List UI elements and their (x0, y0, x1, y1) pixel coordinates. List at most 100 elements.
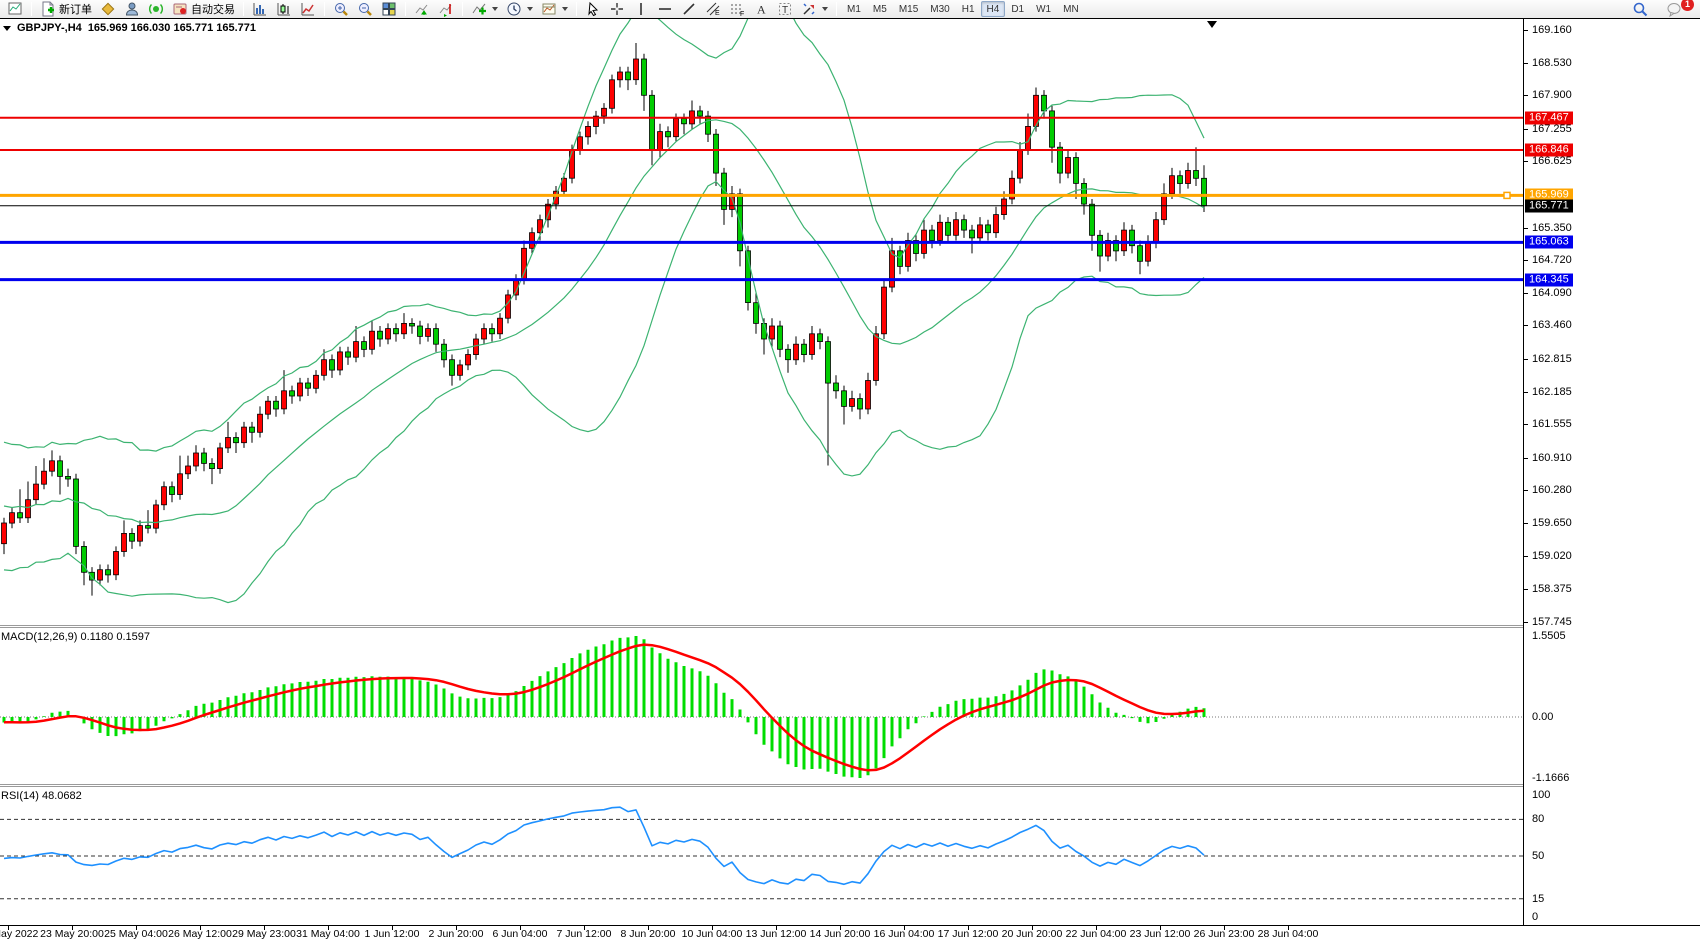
text-label-button[interactable]: T (773, 1, 797, 17)
chart-window: GBPJPY-,H4 165.969 166.030 165.771 165.7… (0, 18, 1700, 939)
new-order-button[interactable]: 新订单 (36, 1, 96, 17)
crosshair-icon (609, 1, 625, 17)
trendline-button[interactable] (677, 1, 701, 17)
timeframe-m30-button[interactable]: M30 (924, 1, 955, 17)
horizontal-line-button[interactable] (653, 1, 677, 17)
equidistant-channel-button[interactable]: E (701, 1, 725, 17)
time-axis[interactable]: 20 May 202223 May 20:0025 May 04:0026 Ma… (0, 925, 1700, 940)
time-label: 16 Jun 04:00 (874, 928, 935, 940)
candle-chart-icon (276, 1, 292, 17)
svg-text:F: F (740, 11, 744, 17)
price-tick (1524, 161, 1528, 162)
price-tick-label: 168.530 (1532, 57, 1572, 69)
price-axis[interactable]: 169.160168.530167.900167.255166.625165.3… (1523, 19, 1700, 925)
price-tick-label: 163.460 (1532, 319, 1572, 331)
price-chart[interactable] (0, 19, 1523, 625)
line-chart-button[interactable] (296, 1, 320, 17)
price-tick-label: 159.650 (1532, 517, 1572, 529)
auto-scroll-button[interactable] (410, 1, 434, 17)
price-badge-167.467: 167.467 (1525, 112, 1573, 125)
cursor-icon (585, 1, 601, 17)
fibonacci-button[interactable]: F (725, 1, 749, 17)
timeframe-d1-button[interactable]: D1 (1005, 1, 1030, 17)
price-tick-label: 158.375 (1532, 583, 1572, 595)
price-tick (1524, 622, 1528, 623)
bollinger-middle-band[interactable] (4, 120, 1204, 523)
window-group (2, 0, 28, 18)
chart-shift-button[interactable] (434, 1, 458, 17)
chart-title: GBPJPY-,H4 165.969 166.030 165.771 165.7… (3, 22, 256, 34)
cursor-button[interactable] (581, 1, 605, 17)
objects-group: E F AT (580, 0, 833, 18)
time-label: 23 May 20:00 (40, 928, 104, 940)
bar-chart-button[interactable] (248, 1, 272, 17)
timeframe-h1-button[interactable]: H1 (956, 1, 981, 17)
svg-text:A: A (757, 3, 766, 17)
rsi-pane[interactable] (0, 787, 1523, 925)
main-price-pane[interactable] (0, 19, 1523, 625)
timeframe-m5-button[interactable]: M5 (867, 1, 893, 17)
candle-chart-button[interactable] (272, 1, 296, 17)
signal-button[interactable] (144, 1, 168, 17)
dropdown-caret-icon (492, 7, 498, 11)
chart-window-button[interactable] (3, 1, 27, 17)
toolbar-separator (324, 2, 325, 16)
time-label: 26 Jun 23:00 (1194, 928, 1255, 940)
price-tick (1524, 260, 1528, 261)
arrows-button[interactable] (797, 1, 832, 17)
eraser-button[interactable] (96, 1, 120, 17)
channel-icon: E (705, 1, 721, 17)
time-label: 26 May 12:00 (168, 928, 232, 940)
macd-chart[interactable] (0, 628, 1523, 784)
chart-menu-marker-icon[interactable] (3, 26, 11, 31)
timeframe-h4-button[interactable]: H4 (981, 1, 1006, 17)
autotrade-button[interactable]: 自动交易 (168, 1, 239, 17)
zoom-out-button[interactable] (353, 1, 377, 17)
text-button[interactable]: A (749, 1, 773, 17)
macd-pane[interactable] (0, 628, 1523, 784)
macd-indicator-label: MACD(12,26,9) 0.1180 0.1597 (1, 631, 150, 643)
time-label: 2 Jun 20:00 (429, 928, 484, 940)
rsi-line (4, 807, 1204, 884)
timeframe-mn-button[interactable]: MN (1057, 1, 1085, 17)
price-tick-label: 164.720 (1532, 254, 1572, 266)
periods-button[interactable] (502, 1, 537, 17)
tile-windows-button[interactable] (377, 1, 401, 17)
notifications-button[interactable]: 1 (1660, 1, 1688, 17)
price-line-handle[interactable] (1504, 192, 1510, 198)
time-label: 25 May 04:00 (104, 928, 168, 940)
time-label: 28 Jun 04:00 (1258, 928, 1319, 940)
timeframe-m15-button[interactable]: M15 (893, 1, 924, 17)
price-badge-165.063: 165.063 (1525, 236, 1573, 249)
timeframe-group: M1M5M15M30H1H4D1W1MN (840, 0, 1086, 18)
timeframe-w1-button[interactable]: W1 (1030, 1, 1057, 17)
templates-button[interactable] (537, 1, 572, 17)
price-tick-label: 157.745 (1532, 616, 1572, 628)
profile-button[interactable] (120, 1, 144, 17)
insert-group (466, 0, 573, 18)
price-tick-label: 167.900 (1532, 89, 1572, 101)
price-tick (1524, 228, 1528, 229)
candlesticks[interactable] (2, 59, 1207, 580)
scroll-group (409, 0, 459, 18)
chart-shift-icon (438, 1, 454, 17)
bar-chart-icon (252, 1, 268, 17)
search-button[interactable] (1628, 1, 1652, 17)
time-label: 8 Jun 20:00 (621, 928, 676, 940)
crosshair-button[interactable] (605, 1, 629, 17)
trade-group: 新订单 自动交易 (35, 0, 240, 18)
rsi-chart[interactable] (0, 787, 1523, 925)
toolbar-separator (31, 2, 32, 16)
vertical-line-button[interactable] (629, 1, 653, 17)
hline-icon (657, 1, 673, 17)
indicators-button[interactable] (467, 1, 502, 17)
autotrade-button-label: 自动交易 (191, 1, 235, 17)
price-tick (1524, 458, 1528, 459)
macd-axis-label: 1.5505 (1532, 630, 1566, 642)
rsi-axis-label: 0 (1532, 911, 1538, 923)
time-label: 23 Jun 12:00 (1130, 928, 1191, 940)
zoom-in-button[interactable] (329, 1, 353, 17)
rsi-axis-label: 100 (1532, 789, 1550, 801)
zoom-in-icon (333, 1, 349, 17)
timeframe-m1-button[interactable]: M1 (841, 1, 867, 17)
